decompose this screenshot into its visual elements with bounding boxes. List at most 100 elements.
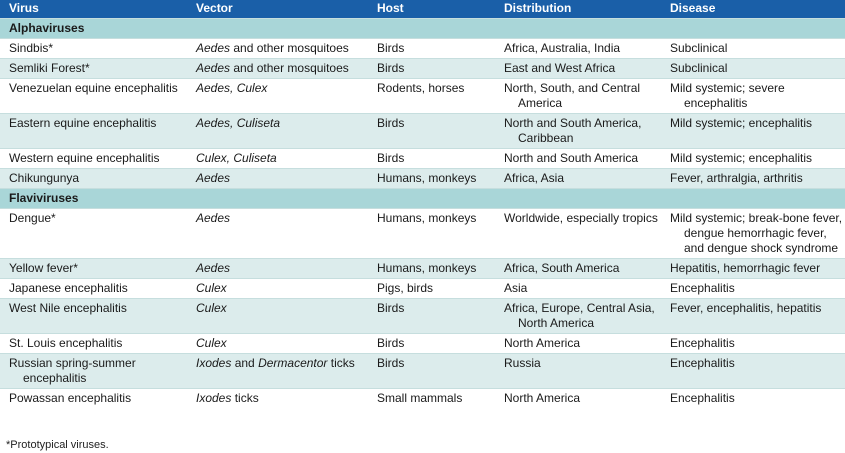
cell-disease-text: Mild systemic; break-bone fever, dengue … bbox=[670, 211, 843, 255]
cell-virus-text: West Nile encephalitis bbox=[9, 301, 127, 315]
virus-table: Virus Vector Host Distribution Disease A… bbox=[0, 0, 845, 408]
cell-vector: Culex bbox=[187, 298, 368, 334]
cell-host-text: Birds bbox=[377, 356, 405, 370]
cell-distribution: Asia bbox=[495, 278, 661, 299]
cell-host: Small mammals bbox=[368, 388, 495, 408]
vector-text: and bbox=[231, 356, 259, 370]
table-row: Sindbis* Aedes and other mosquitoes Birds A… bbox=[0, 38, 845, 59]
cell-distribution-text: North, South, and Central America bbox=[504, 81, 641, 110]
cell-host-text: Small mammals bbox=[377, 391, 463, 405]
cell-host: Pigs, birds bbox=[368, 278, 495, 299]
cell-disease-text: Mild systemic; encephalitis bbox=[670, 151, 813, 165]
cell-virus-text: St. Louis encephalitis bbox=[9, 336, 123, 350]
cell-virus: Dengue* bbox=[0, 208, 187, 259]
table-row: Semliki Forest* Aedes and other mosquitoe… bbox=[0, 58, 845, 79]
cell-virus: West Nile encephalitis bbox=[0, 298, 187, 334]
cell-distribution: Africa, Europe, Central Asia, North Amer… bbox=[495, 298, 661, 334]
cell-host: Birds bbox=[368, 353, 495, 389]
cell-disease: Subclinical bbox=[661, 38, 845, 59]
cell-disease-text: Encephalitis bbox=[670, 281, 735, 295]
cell-disease-text: Encephalitis bbox=[670, 356, 735, 370]
cell-host: Humans, monkeys bbox=[368, 168, 495, 189]
cell-host-text: Pigs, birds bbox=[377, 281, 434, 295]
cell-virus-text: Japanese encephalitis bbox=[9, 281, 128, 295]
cell-vector: Aedes, Culiseta bbox=[187, 113, 368, 149]
cell-distribution: North America bbox=[495, 388, 661, 408]
group-title: Flaviviruses bbox=[0, 188, 845, 209]
cell-vector: Aedes bbox=[187, 258, 368, 279]
cell-virus-text: Venezuelan equine encephalitis bbox=[9, 81, 178, 95]
cell-host: Humans, monkeys bbox=[368, 258, 495, 279]
vector-italic: Dermacentor bbox=[258, 356, 328, 370]
vector-italic: Aedes, Culex bbox=[196, 81, 268, 95]
footnote: *Prototypical viruses. bbox=[6, 439, 109, 451]
column-header-disease: Disease bbox=[661, 0, 845, 19]
cell-vector: Aedes, Culex bbox=[187, 78, 368, 114]
cell-host: Birds bbox=[368, 38, 495, 59]
cell-host-text: Birds bbox=[377, 41, 405, 55]
cell-vector: Ixodes and Dermacentor ticks bbox=[187, 353, 368, 389]
cell-disease: Subclinical bbox=[661, 58, 845, 79]
cell-distribution-text: North America bbox=[504, 336, 581, 350]
cell-distribution: Africa, Asia bbox=[495, 168, 661, 189]
cell-virus-text: Sindbis* bbox=[9, 41, 54, 55]
cell-virus-text: Semliki Forest* bbox=[9, 61, 90, 75]
cell-host: Birds bbox=[368, 148, 495, 169]
cell-host-text: Birds bbox=[377, 301, 405, 315]
cell-host-text: Humans, monkeys bbox=[377, 171, 477, 185]
cell-disease: Encephalitis bbox=[661, 333, 845, 354]
cell-vector: Culex bbox=[187, 278, 368, 299]
cell-virus: St. Louis encephalitis bbox=[0, 333, 187, 354]
cell-disease: Encephalitis bbox=[661, 353, 845, 389]
vector-italic: Culex bbox=[196, 281, 227, 295]
cell-disease: Hepatitis, hemorrhagic fever bbox=[661, 258, 845, 279]
table-row: Yellow fever* Aedes Humans, monkeys Africa,… bbox=[0, 258, 845, 279]
cell-virus-text: Russian spring-summer encephalitis bbox=[9, 356, 136, 385]
cell-distribution-text: North and South America, Caribbean bbox=[504, 116, 642, 145]
cell-virus: Russian spring-summer encephalitis bbox=[0, 353, 187, 389]
cell-distribution-text: Worldwide, especially tropics bbox=[504, 211, 658, 225]
cell-distribution-text: Russia bbox=[504, 356, 541, 370]
vector-text: ticks bbox=[327, 356, 355, 370]
cell-disease-text: Hepatitis, hemorrhagic fever bbox=[670, 261, 821, 275]
cell-virus-text: Yellow fever* bbox=[9, 261, 78, 275]
vector-text: and other mosquitoes bbox=[230, 61, 349, 75]
cell-vector: Aedes and other mosquitoes bbox=[187, 58, 368, 79]
cell-virus-text: Powassan encephalitis bbox=[9, 391, 132, 405]
cell-virus: Western equine encephalitis bbox=[0, 148, 187, 169]
vector-text: and other mosquitoes bbox=[230, 41, 349, 55]
table-row: Venezuelan equine encephalitis Aedes, Cul… bbox=[0, 78, 845, 114]
cell-virus: Japanese encephalitis bbox=[0, 278, 187, 299]
vector-italic: Ixodes bbox=[196, 356, 232, 370]
cell-host: Humans, monkeys bbox=[368, 208, 495, 259]
cell-distribution: Africa, Australia, India bbox=[495, 38, 661, 59]
cell-distribution: Worldwide, especially tropics bbox=[495, 208, 661, 259]
vector-text: ticks bbox=[231, 391, 259, 405]
vector-italic: Culex bbox=[196, 301, 227, 315]
table-row: Western equine encephalitis Culex, Culise… bbox=[0, 148, 845, 169]
vector-italic: Aedes, Culiseta bbox=[196, 116, 281, 130]
column-header-host: Host bbox=[368, 0, 495, 19]
cell-host-text: Humans, monkeys bbox=[377, 261, 477, 275]
cell-host-text: Birds bbox=[377, 116, 405, 130]
cell-disease: Encephalitis bbox=[661, 278, 845, 299]
cell-disease-text: Encephalitis bbox=[670, 336, 735, 350]
cell-virus-text: Dengue* bbox=[9, 211, 56, 225]
cell-disease: Encephalitis bbox=[661, 388, 845, 408]
cell-virus: Eastern equine encephalitis bbox=[0, 113, 187, 149]
column-header-vector: Vector bbox=[187, 0, 368, 19]
cell-distribution: Africa, South America bbox=[495, 258, 661, 279]
cell-host-text: Birds bbox=[377, 336, 405, 350]
cell-disease: Mild systemic; severe encephalitis bbox=[661, 78, 845, 114]
cell-disease: Mild systemic; encephalitis bbox=[661, 113, 845, 149]
cell-distribution-text: Africa, Europe, Central Asia, North Amer… bbox=[504, 301, 655, 330]
cell-host: Rodents, horses bbox=[368, 78, 495, 114]
cell-vector: Aedes bbox=[187, 168, 368, 189]
cell-disease: Fever, encephalitis, hepatitis bbox=[661, 298, 845, 334]
cell-host-text: Birds bbox=[377, 151, 405, 165]
vector-italic: Culex, Culiseta bbox=[196, 151, 277, 165]
cell-virus-text: Chikungunya bbox=[9, 171, 80, 185]
cell-distribution-text: Africa, Australia, India bbox=[504, 41, 621, 55]
column-header-distribution: Distribution bbox=[495, 0, 661, 19]
cell-distribution-text: North and South America bbox=[504, 151, 639, 165]
